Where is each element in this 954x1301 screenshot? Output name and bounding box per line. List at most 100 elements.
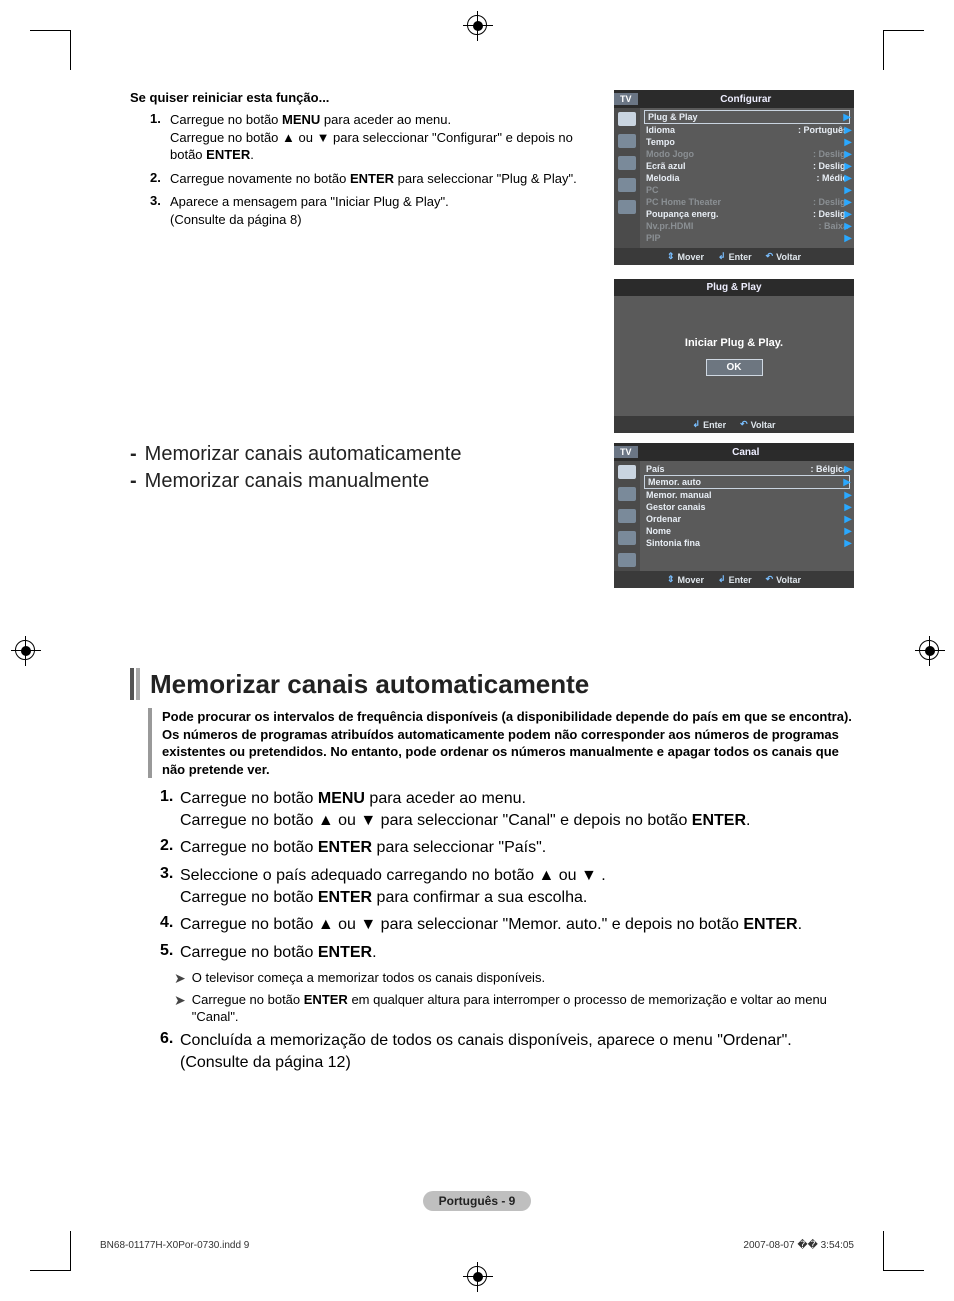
osd-row[interactable]: Nome [644, 525, 850, 537]
osd-row[interactable]: Memor. auto [644, 475, 850, 489]
osd-row-label: Gestor canais [646, 502, 706, 512]
indd-filename: BN68-01177H-X0Por-0730.indd 9 [100, 1240, 249, 1251]
crop-mark [884, 1270, 924, 1271]
tv-badge: TV [614, 93, 638, 105]
registration-mark-icon [467, 1266, 487, 1286]
article-step6: 6.Concluída a memorização de todos os ca… [160, 1030, 854, 1073]
article-notes: ➤ O televisor começa a memorizar todos os… [130, 969, 854, 1026]
page-footer: Português - 9 [0, 1191, 954, 1211]
arrow-right-icon [844, 464, 852, 475]
arrow-right-icon [844, 490, 852, 501]
osd-row-label: Modo Jogo [646, 149, 694, 159]
osd-row[interactable]: Memor. manual [644, 489, 850, 501]
ok-button[interactable]: OK [706, 359, 763, 376]
step-number: 3. [150, 193, 161, 208]
osd-row[interactable]: PIP [644, 232, 850, 244]
bullet-text: Memorizar canais automaticamente [145, 443, 462, 466]
reset-steps: 1.Carregue no botão MENU para aceder ao … [150, 111, 594, 228]
osd-row[interactable]: Nv.pr.HDMI: Baixa [644, 220, 850, 232]
step-item: 1.Carregue no botão MENU para aceder ao … [160, 788, 854, 831]
chevron-icon: ➤ [174, 971, 186, 985]
osd-row-label: Nv.pr.HDMI [646, 221, 693, 231]
channel-icon [618, 156, 636, 170]
step-item: 4.Carregue no botão ▲ ou ▼ para seleccio… [160, 914, 854, 936]
step-body: Seleccione o país adequado carregando no… [180, 867, 606, 906]
bullet-dash: - [130, 470, 137, 493]
step-body: Carregue no botão MENU para aceder ao me… [170, 112, 573, 162]
osd-list: País: BélgicaMemor. autoMemor. manualGes… [640, 461, 854, 571]
osd-row[interactable]: Ordenar [644, 513, 850, 525]
osd-row[interactable]: Ecrã azul: Deslig. [644, 160, 850, 172]
article-steps: 1.Carregue no botão MENU para aceder ao … [160, 788, 854, 963]
osd-row-label: Plug & Play [648, 112, 698, 122]
note-row: ➤ Carregue no botão ENTER em qualquer alt… [174, 991, 854, 1026]
arrow-right-icon [844, 149, 852, 160]
note-text: Carregue no botão ENTER em qualquer altu… [192, 991, 854, 1026]
crop-mark [883, 1231, 884, 1271]
arrow-right-icon [844, 185, 852, 196]
osd-row[interactable]: PC Home Theater: Deslig. [644, 196, 850, 208]
osd-icon-bar [614, 108, 640, 248]
feature-bullets: -Memorizar canais automaticamente -Memor… [130, 443, 594, 497]
osd-row-label: País [646, 464, 665, 474]
step-number: 1. [160, 788, 173, 806]
reset-heading: Se quiser reiniciar esta função... [130, 90, 594, 105]
step-number: 2. [160, 837, 173, 855]
osd-title: Configurar [638, 94, 854, 105]
step-item: 3.Seleccione o país adequado carregando … [160, 865, 854, 908]
enter-icon [718, 574, 726, 585]
osd-row[interactable]: Poupança energ.: Deslig. [644, 208, 850, 220]
input-icon [618, 553, 636, 567]
article-intro: Pode procurar os intervalos de frequênci… [148, 708, 854, 778]
print-timestamp: 2007-08-07 �� 3:54:05 [743, 1240, 854, 1251]
osd-row-label: PIP [646, 233, 661, 243]
registration-mark-icon [919, 640, 939, 660]
footer-enter: Enter [729, 252, 752, 262]
arrow-right-icon [844, 233, 852, 244]
footer-mover: Mover [678, 575, 705, 585]
arrow-right-icon [844, 161, 852, 172]
bullet-dash: - [130, 443, 137, 466]
sound-icon [618, 487, 636, 501]
note-text: O televisor começa a memorizar todos os … [192, 969, 545, 987]
footer-enter: Enter [703, 420, 726, 430]
osd-row-value: : Médio [817, 173, 849, 183]
chevron-icon: ➤ [174, 993, 186, 1007]
osd-row[interactable]: Plug & Play [644, 110, 850, 124]
osd-row[interactable]: Sintonia fina [644, 537, 850, 549]
osd-row[interactable]: Tempo [644, 136, 850, 148]
step-number: 2. [150, 170, 161, 185]
osd-row[interactable]: Modo Jogo: Deslig. [644, 148, 850, 160]
osd-row[interactable]: PC [644, 184, 850, 196]
step-item: 2. Carregue no botão ENTER para seleccion… [160, 837, 854, 859]
step-item: 5.Carregue no botão ENTER. [160, 942, 854, 964]
arrow-right-icon [843, 477, 851, 488]
enter-icon [693, 419, 701, 430]
footer-voltar: Voltar [751, 420, 776, 430]
note-row: ➤ O televisor começa a memorizar todos os… [174, 969, 854, 987]
osd-row-label: Nome [646, 526, 671, 536]
channel-icon [618, 509, 636, 523]
footer-enter: Enter [729, 575, 752, 585]
page-number-pill: Português - 9 [423, 1191, 532, 1211]
footer-voltar: Voltar [776, 252, 801, 262]
step-body: Concluída a memorização de todos os cana… [180, 1032, 792, 1071]
osd-row-label: PC Home Theater [646, 197, 721, 207]
step-item: 1.Carregue no botão MENU para aceder ao … [150, 111, 594, 164]
arrow-right-icon [843, 112, 851, 123]
updown-icon [667, 574, 675, 585]
step-body: Carregue no botão ENTER para seleccionar… [180, 839, 546, 856]
step-item: 2. Carregue novamente no botão ENTER para… [150, 170, 594, 188]
osd-row[interactable]: País: Bélgica [644, 463, 850, 475]
return-icon [766, 574, 774, 585]
osd-row[interactable]: Idioma: Português [644, 124, 850, 136]
registration-mark-icon [467, 15, 487, 35]
enter-icon [718, 251, 726, 262]
osd-row[interactable]: Melodia: Médio [644, 172, 850, 184]
arrow-right-icon [844, 137, 852, 148]
footer-voltar: Voltar [776, 575, 801, 585]
osd-row-label: Poupança energ. [646, 209, 719, 219]
osd-row[interactable]: Gestor canais [644, 501, 850, 513]
osd-row-label: Tempo [646, 137, 675, 147]
step-body: Carregue novamente no botão ENTER para s… [170, 171, 577, 186]
